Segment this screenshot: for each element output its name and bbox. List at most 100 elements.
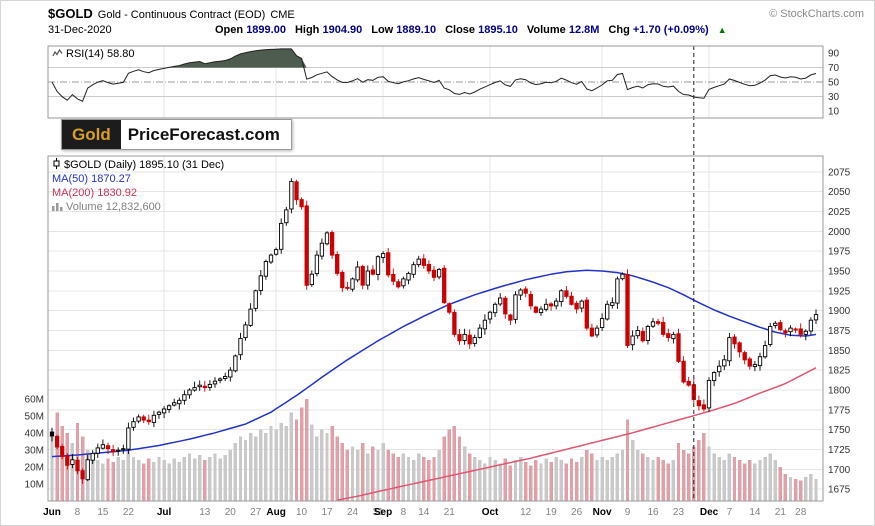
candle-body [645,326,651,341]
x-axis-day-label: 15 [97,507,109,518]
candle-body [370,269,376,275]
candle-body [518,289,523,296]
candle-body [462,333,467,341]
quote-high: High 1904.90 [295,24,362,36]
candle-body [136,416,141,422]
volume-bar [350,446,355,501]
volume-bar [172,458,176,501]
volume-bar [717,456,721,501]
candle-body [737,342,742,353]
price-axis-label: 1925 [828,286,851,297]
candle-body [95,447,100,454]
close-label: Close [445,24,476,36]
volume-bar [722,460,726,501]
up-arrow-icon: ▲ [717,25,727,35]
candle-body [747,358,752,367]
volume-bar [763,456,767,501]
legend-ma50: MA(50) 1870.27 [52,173,131,185]
price-axis-label: 1900 [828,306,851,317]
high-value: 1904.90 [322,24,363,36]
candle-body [768,326,773,345]
volume-bar [274,429,278,501]
candle-body [599,318,605,328]
candle-body [166,405,172,410]
candle-body [151,414,157,423]
volume-bar [478,460,482,501]
candle-body [722,359,727,367]
candle-body [523,288,528,294]
x-axis-day-label: 28 [795,507,807,518]
legend-volume-row: Volume 12,832,600 [52,200,224,214]
rsi-axis-label: 70 [828,63,840,74]
x-axis-month-label: Jun [43,507,61,518]
candle-body [752,364,758,368]
rsi-overbought-fill [52,48,816,68]
volume-bar [773,460,777,501]
volume-bar [788,477,793,501]
volume-bar [305,399,309,501]
rsi-legend-text: RSI(14) 58.80 [66,48,135,60]
candle-body [126,427,131,450]
candle-body [554,300,559,307]
price-axis-label: 1825 [828,366,851,377]
candle-body [447,303,452,313]
quote-low: Low 1889.10 [371,24,436,36]
candle-body [131,421,136,428]
volume-bar [218,458,222,501]
low-label: Low [371,24,394,36]
legend-symbol-row: $GOLD (Daily) 1895.10 (31 Dec) [52,158,224,172]
legend-volume-text: Volume 12,832,600 [66,201,161,213]
quote-chg: Chg +1.70 (+0.09%) [608,24,708,36]
candle-body [773,322,778,326]
volume-bar [411,460,416,501]
chart-header: $GOLD Gold - Continuous Contract (EOD) CME [48,6,295,21]
volume-bar [381,443,385,501]
symbol: $GOLD [48,6,93,21]
volume-bar [768,453,772,501]
x-axis-month-label: Oct [482,507,499,518]
volume-axis-label: 40M [25,429,44,440]
price-axis-label: 2025 [828,207,851,218]
x-axis-day-label: 16 [647,507,659,518]
rsi-axis-label: 30 [828,92,840,103]
candle-body [294,181,299,201]
candle-body [793,328,798,331]
candle-body [681,360,686,383]
volume-bar [259,429,263,501]
volume-axis-label: 60M [25,395,44,406]
volume-bar [646,456,650,501]
candle-body [813,314,819,321]
candle-body [172,402,177,406]
volume-bar [569,458,574,501]
candle-body [543,303,549,310]
volume-axis-label: 30M [25,446,44,457]
candle-body [620,273,625,280]
candle-body [233,355,238,372]
candle-body [477,327,482,338]
volume-bar [559,460,563,501]
volume-bar [457,436,462,501]
volume-bar [580,456,584,501]
candle-body [671,333,676,340]
high-label: High [294,24,320,36]
volume-bar [661,460,665,501]
candle-body [284,209,289,224]
candle-body [65,455,70,466]
volume-bar [310,424,314,501]
volume-bar [401,453,406,501]
candle-body [335,254,340,274]
watermark: Gold PriceForecast.com [61,119,292,150]
volume-bar [396,456,400,501]
price-axis-label: 1875 [828,326,851,337]
candle-body [574,302,579,310]
volume-bar [641,453,645,501]
candle-body [416,258,421,266]
volume-bar [366,453,370,501]
x-axis-month-label: Jul [157,507,172,518]
candle-body [436,268,442,278]
candle-body [187,389,192,396]
candle-body [559,290,564,303]
candle-body [243,324,248,339]
exchange-label: CME [270,9,295,21]
candle-body [396,281,401,288]
